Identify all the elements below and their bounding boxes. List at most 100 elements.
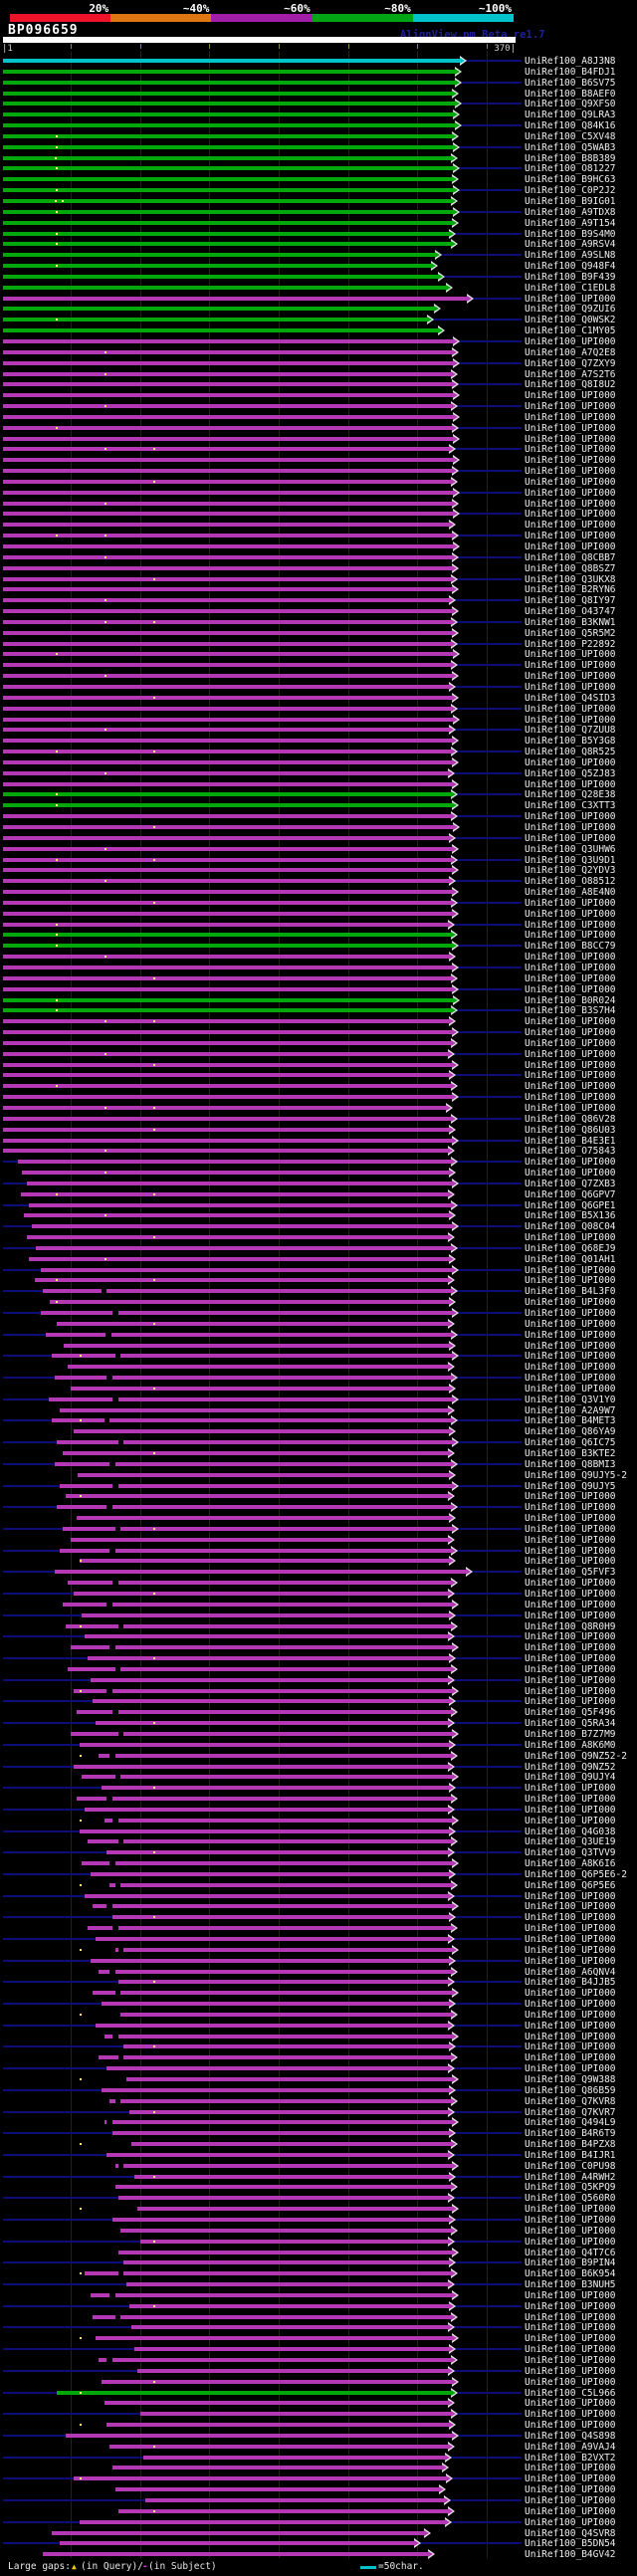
hit-label[interactable]: UniRef100_Q28E38 (525, 789, 616, 801)
hit-bar[interactable] (96, 1721, 448, 1726)
hit-bar[interactable] (78, 1472, 450, 1477)
hit-bar[interactable] (3, 1030, 452, 1035)
hit-bar[interactable] (40, 1311, 452, 1316)
hit-label[interactable]: UniRef100_B4FDJ1 (525, 66, 616, 78)
hit-bar[interactable] (60, 1548, 451, 1553)
hit-bar[interactable] (106, 2152, 448, 2157)
hit-label[interactable]: UniRef100_UPI000 (525, 2225, 616, 2237)
hit-bar[interactable] (104, 2034, 452, 2039)
hit-label[interactable]: UniRef100_UPI000 (525, 1599, 616, 1610)
hit-label[interactable]: UniRef100_B9IG01 (525, 195, 616, 207)
hit-label[interactable]: UniRef100_UPI000 (525, 972, 616, 984)
hit-label[interactable]: UniRef100_B0R024 (525, 994, 616, 1006)
hit-label[interactable]: UniRef100_UPI000 (525, 2311, 616, 2323)
hit-label[interactable]: UniRef100_A9T154 (525, 217, 616, 229)
hit-bar[interactable] (117, 2508, 448, 2513)
hit-label[interactable]: UniRef100_Q948F4 (525, 261, 616, 273)
hit-label[interactable]: UniRef100_UPI000 (525, 1794, 616, 1806)
hit-bar[interactable] (3, 911, 452, 916)
hit-label[interactable]: UniRef100_UPI000 (525, 509, 616, 521)
hit-bar[interactable] (3, 404, 451, 409)
hit-label[interactable]: UniRef100_UPI000 (525, 2376, 616, 2388)
hit-label[interactable]: UniRef100_UPI000 (525, 1373, 616, 1385)
hit-bar[interactable] (76, 1797, 451, 1802)
hit-label[interactable]: UniRef100_Q9UJY5 (525, 1480, 616, 1492)
hit-label[interactable]: UniRef100_B6K954 (525, 2268, 616, 2280)
hit-bar[interactable] (125, 2282, 448, 2287)
hit-bar[interactable] (51, 1354, 452, 1359)
hit-label[interactable]: UniRef100_UPI000 (525, 2505, 616, 2517)
hit-bar[interactable] (65, 2433, 452, 2438)
hit-label[interactable]: UniRef100_UPI000 (525, 390, 616, 402)
hit-label[interactable]: UniRef100_Q6GPE1 (525, 1199, 616, 1211)
hit-bar[interactable] (3, 955, 450, 960)
hit-bar[interactable] (3, 371, 451, 376)
hit-label[interactable]: UniRef100_UPI000 (525, 1523, 616, 1535)
hit-label[interactable]: UniRef100_UPI000 (525, 2333, 616, 2345)
hit-bar[interactable] (3, 458, 454, 463)
hit-label[interactable]: UniRef100_UPI000 (525, 832, 616, 844)
hit-label[interactable]: UniRef100_UPI000 (525, 1502, 616, 1514)
hit-bar[interactable] (114, 2487, 440, 2492)
hit-bar[interactable] (3, 770, 448, 775)
hit-label[interactable]: UniRef100_B4GV42 (525, 2549, 616, 2561)
hit-label[interactable]: UniRef100_Q8BSZ7 (525, 562, 616, 574)
hit-label[interactable]: UniRef100_UPI000 (525, 1264, 616, 1276)
hit-label[interactable]: UniRef100_B5X136 (525, 1210, 616, 1222)
hit-label[interactable]: UniRef100_Q5FVF3 (525, 1567, 616, 1579)
hit-label[interactable]: UniRef100_UPI000 (525, 1037, 616, 1049)
hit-bar[interactable] (29, 1202, 451, 1207)
hit-label[interactable]: UniRef100_Q86V28 (525, 1113, 616, 1125)
hit-bar[interactable] (3, 1149, 448, 1154)
hit-label[interactable]: UniRef100_UPI000 (525, 2204, 616, 2216)
hit-bar[interactable] (139, 2412, 451, 2417)
hit-label[interactable]: UniRef100_Q3UHW6 (525, 843, 616, 855)
hit-label[interactable]: UniRef100_UPI000 (525, 1070, 616, 1082)
hit-label[interactable]: UniRef100_Q7ZXY9 (525, 357, 616, 369)
hit-bar[interactable] (3, 1127, 450, 1132)
hit-bar[interactable] (3, 188, 454, 193)
hit-bar[interactable] (57, 1321, 448, 1326)
hit-bar[interactable] (71, 1731, 452, 1736)
hit-bar[interactable] (3, 307, 434, 312)
hit-label[interactable]: UniRef100_UPI000 (525, 962, 616, 973)
hit-bar[interactable] (3, 349, 452, 354)
hit-bar[interactable] (3, 739, 452, 744)
hit-label[interactable]: UniRef100_UPI000 (525, 1059, 616, 1071)
hit-bar[interactable] (3, 59, 461, 63)
hit-bar[interactable] (23, 1213, 450, 1218)
hit-label[interactable]: UniRef100_Q01AH1 (525, 1253, 616, 1265)
hit-label[interactable]: UniRef100_UPI000 (525, 1168, 616, 1180)
hit-bar[interactable] (90, 1958, 450, 1963)
hit-bar[interactable] (3, 447, 450, 452)
hit-label[interactable]: UniRef100_Q5RA34 (525, 1718, 616, 1730)
hit-label[interactable]: UniRef100_UPI000 (525, 919, 616, 931)
hit-bar[interactable] (29, 1256, 450, 1261)
hit-label[interactable]: UniRef100_B8B389 (525, 152, 616, 164)
hit-bar[interactable] (36, 1245, 451, 1250)
hit-bar[interactable] (117, 2196, 448, 2201)
hit-bar[interactable] (3, 479, 451, 484)
hit-label[interactable]: UniRef100_Q7ZUU8 (525, 725, 616, 737)
hit-label[interactable]: UniRef100_A8K6M0 (525, 1739, 616, 1751)
hit-bar[interactable] (60, 2541, 415, 2546)
hit-label[interactable]: UniRef100_Q86YA9 (525, 1426, 616, 1438)
hit-bar[interactable] (3, 231, 450, 236)
hit-bar[interactable] (111, 2131, 450, 2136)
hit-bar[interactable] (3, 91, 452, 96)
hit-label[interactable]: UniRef100_UPI000 (525, 1275, 616, 1287)
hit-bar[interactable] (3, 274, 439, 279)
hit-bar[interactable] (3, 576, 451, 581)
hit-label[interactable]: UniRef100_UPI000 (525, 2020, 616, 2032)
hit-bar[interactable] (106, 2423, 450, 2428)
hit-label[interactable]: UniRef100_Q3TVV9 (525, 1847, 616, 1859)
hit-bar[interactable] (137, 2368, 448, 2373)
hit-label[interactable]: UniRef100_UPI000 (525, 1157, 616, 1169)
hit-label[interactable]: UniRef100_UPI000 (525, 2484, 616, 2496)
hit-bar[interactable] (71, 1537, 448, 1542)
hit-bar[interactable] (62, 1602, 452, 1607)
hit-label[interactable]: UniRef100_UPI000 (525, 433, 616, 445)
hit-label[interactable]: UniRef100_UPI000 (525, 1815, 616, 1826)
hit-bar[interactable] (54, 1376, 451, 1381)
hit-bar[interactable] (3, 220, 452, 225)
